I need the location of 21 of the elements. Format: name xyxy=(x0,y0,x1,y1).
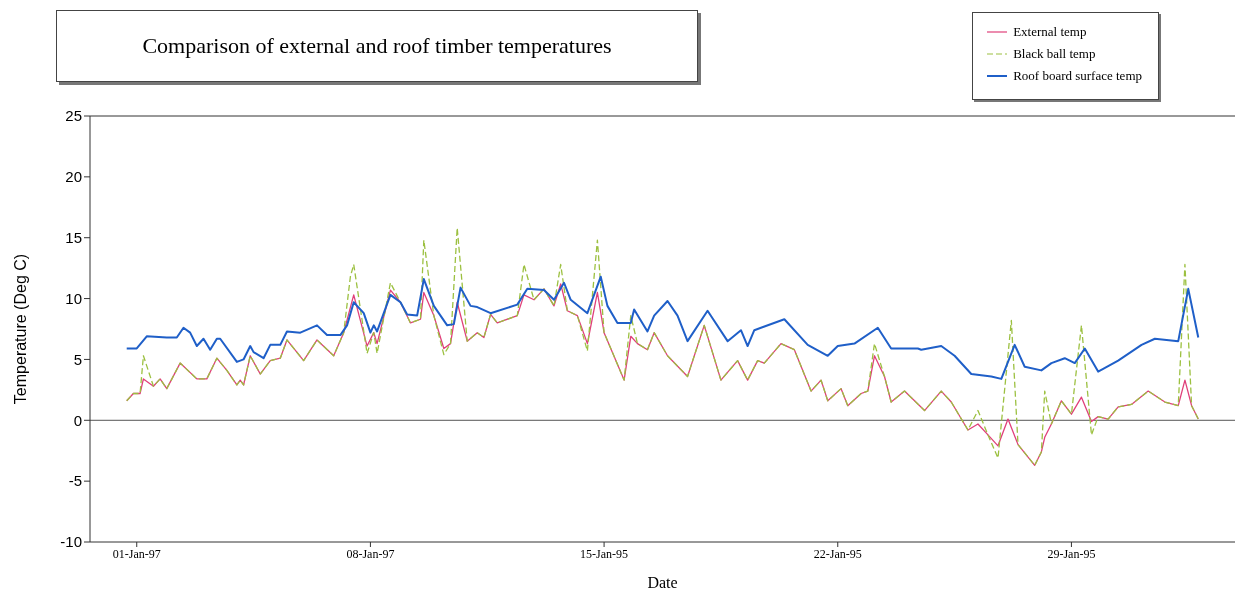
x-tick-label: 01-Jan-97 xyxy=(112,546,161,561)
x-tick-label: 15-Jan-95 xyxy=(580,546,629,561)
y-tick-label: 25 xyxy=(65,107,82,125)
legend-label: External temp xyxy=(1013,24,1087,40)
legend-label: Roof board surface temp xyxy=(1013,68,1142,84)
y-tick-label: 20 xyxy=(65,168,82,186)
y-tick-label: -5 xyxy=(68,472,82,490)
x-tick-label: 08-Jan-97 xyxy=(346,546,395,561)
y-tick-label: 10 xyxy=(65,289,82,307)
line-series xyxy=(126,227,1199,466)
y-tick-label: 15 xyxy=(65,229,82,247)
y-tick-label: -10 xyxy=(60,533,82,551)
line-series xyxy=(125,275,1200,380)
x-tick-label: 22-Jan-95 xyxy=(813,546,862,561)
y-axis-title: Temperature (Deg C) xyxy=(11,253,29,405)
y-tick-label: 5 xyxy=(73,350,82,368)
x-axis-title: Date xyxy=(647,574,678,591)
y-tick-label: 0 xyxy=(73,411,82,429)
chart-title: Comparison of external and roof timber temperatures xyxy=(56,10,698,82)
legend-label: Black ball temp xyxy=(1013,46,1096,62)
x-tick-label: 29-Jan-95 xyxy=(1047,546,1096,561)
